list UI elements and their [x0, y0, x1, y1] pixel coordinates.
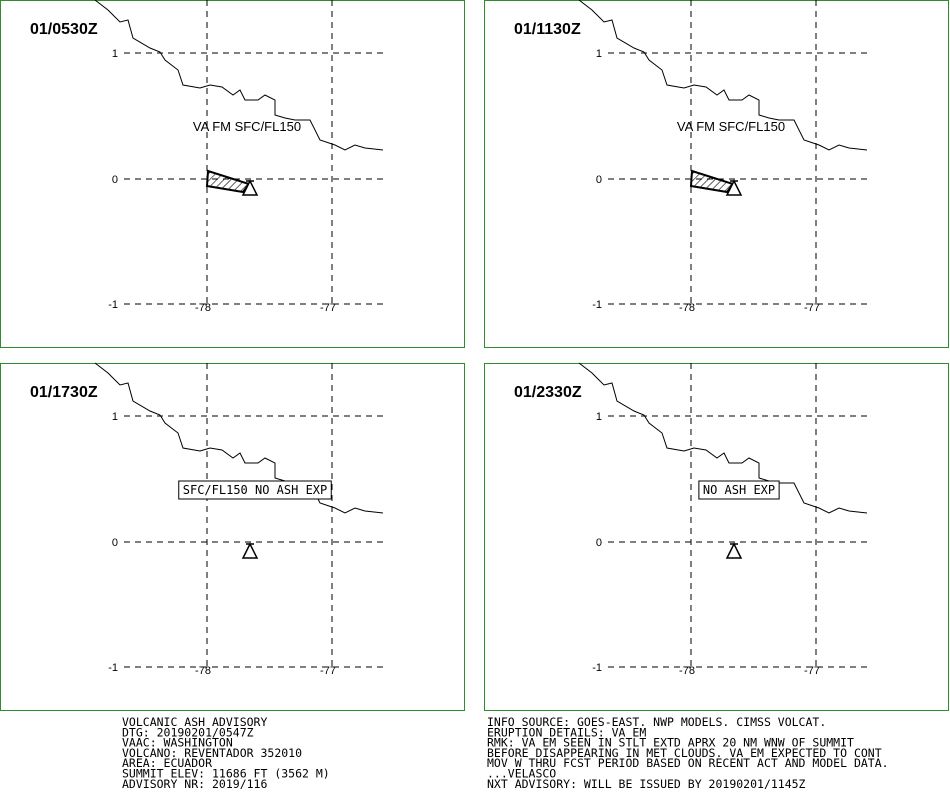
lon-label: -78 [195, 302, 211, 314]
advisory-line: SUMMIT ELEV: 11686 FT (3562 M) [122, 767, 330, 781]
coastline [578, 362, 868, 514]
forecast-label: NO ASH EXP [703, 483, 775, 497]
advisory-line: DTG: 20190201/0547Z [122, 725, 254, 739]
lon-label: -77 [804, 665, 820, 677]
panel-border [484, 0, 949, 348]
panel-border [0, 363, 465, 711]
lat-label: 0 [596, 174, 602, 186]
lat-label: 0 [112, 537, 118, 549]
advisory-line: VOLCANO: REVENTADOR 352010 [122, 746, 302, 760]
volcano-symbol [725, 542, 743, 559]
lon-label: -77 [320, 302, 336, 314]
panel-border [0, 0, 465, 348]
ash-area [205, 169, 251, 194]
lat-label: -1 [592, 299, 602, 311]
valid-time: 01/2330Z [514, 384, 582, 401]
volcano-symbol [241, 542, 259, 559]
advisory-line: VOLCANIC ASH ADVISORY [122, 715, 267, 729]
coastline [94, 362, 384, 514]
panel: 1 0 -1 -78 -77 01/1130Z VA FM SFC/FL150 [484, 0, 949, 348]
advisory-line: ADVISORY NR: 2019/116 [122, 777, 267, 791]
lon-label: -77 [804, 302, 820, 314]
forecast-label: VA FM SFC/FL150 [677, 119, 785, 134]
panel: 1 0 -1 -78 -77 01/2330Z NO ASH EXP [484, 362, 949, 711]
advisory-line: RMK: VA EM SEEN IN STLT EXTD APRX 20 NM … [487, 736, 854, 750]
lat-label: 1 [112, 48, 118, 60]
advisory-line: ERUPTION DETAILS: VA EM [487, 725, 646, 739]
coastline [578, 0, 868, 151]
advisory-line: BEFORE DISAPPEARING IN MET CLOUDS. VA EM… [487, 746, 882, 760]
lon-label: -78 [679, 665, 695, 677]
lon-label: -77 [320, 665, 336, 677]
lat-label: 1 [112, 411, 118, 423]
valid-time: 01/1130Z [514, 21, 581, 38]
valid-time: 01/1730Z [30, 384, 98, 401]
lat-label: -1 [108, 299, 118, 311]
forecast-label: VA FM SFC/FL150 [193, 119, 301, 134]
forecast-label: SFC/FL150 NO ASH EXP [183, 483, 328, 497]
panel: 1 0 -1 -78 -77 01/0530Z VA FM SFC/FL150 [0, 0, 465, 348]
coastline [94, 0, 384, 151]
advisory-line: AREA: ECUADOR [122, 756, 212, 770]
panel: 1 0 -1 -78 -77 01/1730Z SFC/FL150 NO ASH EXP [0, 362, 465, 711]
advisory-line: INFO SOURCE: GOES-EAST. NWP MODELS. CIMS… [487, 715, 826, 729]
lat-label: -1 [592, 662, 602, 674]
volcano-symbol [241, 179, 259, 196]
lat-label: 1 [596, 411, 602, 423]
advisory-line: ...VELASCO [487, 767, 556, 781]
lat-label: -1 [108, 662, 118, 674]
volcano-symbol [725, 179, 743, 196]
ash-area [689, 169, 735, 194]
label-box [178, 480, 332, 500]
advisory-line: MOV W THRU FCST PERIOD BASED ON RECENT A… [487, 756, 889, 770]
advisory-line: NXT ADVISORY: WILL BE ISSUED BY 20190201… [487, 777, 806, 791]
lat-label: 0 [112, 174, 118, 186]
label-box [698, 480, 780, 500]
lon-label: -78 [195, 665, 211, 677]
lon-label: -78 [679, 302, 695, 314]
lat-label: 1 [596, 48, 602, 60]
lat-label: 0 [596, 537, 602, 549]
valid-time: 01/0530Z [30, 21, 98, 38]
advisory-line: VAAC: WASHINGTON [122, 736, 233, 750]
panel-border [484, 363, 949, 711]
